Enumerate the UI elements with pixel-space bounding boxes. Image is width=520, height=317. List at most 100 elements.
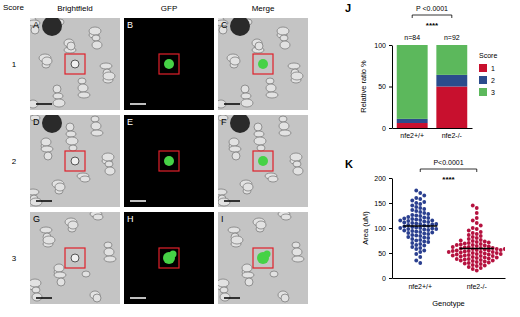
row-label: 3 (12, 254, 17, 263)
image-panel: F (215, 113, 308, 207)
dot (418, 255, 422, 259)
cell (57, 278, 65, 286)
cell (266, 78, 274, 84)
cell (241, 93, 251, 99)
dot (422, 211, 426, 215)
gfp-cell (164, 59, 174, 69)
dot (414, 230, 418, 234)
dot (467, 237, 471, 241)
image-panel: A (28, 16, 120, 110)
dot (414, 189, 418, 193)
axis-title: Area (uM) (361, 211, 370, 245)
dot (410, 199, 414, 203)
dot (475, 216, 479, 220)
highlight-box (159, 54, 179, 74)
dot (467, 229, 471, 233)
dot (398, 219, 402, 223)
axis-title: Relative ratio % (359, 60, 368, 113)
dot (479, 254, 483, 258)
row-head-title: Score (3, 3, 24, 12)
highlight-box (159, 151, 179, 171)
axis: nfe2+/+nfe2-/- (393, 278, 506, 290)
legend-label: 1 (491, 65, 495, 72)
cell (68, 221, 78, 229)
dot (410, 229, 414, 233)
highlight-box (65, 54, 85, 74)
tick: nfe2+/+ (400, 128, 424, 139)
panel-background (218, 115, 308, 207)
tick-label: 0 (382, 125, 386, 132)
panel-letter: F (221, 117, 227, 127)
cell (218, 189, 227, 195)
dot (471, 219, 475, 223)
significance-stars: **** (426, 21, 439, 30)
dot (426, 240, 430, 244)
cell (69, 145, 77, 151)
cell (30, 189, 39, 195)
cell (92, 35, 100, 41)
dot (467, 261, 471, 265)
panel-letter: G (33, 214, 40, 224)
dot (418, 197, 422, 201)
cell (66, 123, 74, 131)
cell (89, 27, 101, 35)
cell (105, 167, 115, 175)
scale-bar (224, 297, 240, 299)
dot (410, 241, 414, 245)
cell (292, 256, 304, 262)
dot (418, 242, 422, 246)
cell (220, 287, 228, 293)
debris (230, 115, 250, 133)
dot (483, 256, 487, 260)
legend-swatch (479, 88, 487, 96)
annotation: n=84 (404, 34, 420, 41)
cell (78, 92, 90, 98)
dot (414, 222, 418, 226)
debris (42, 115, 62, 133)
mean-line (460, 248, 494, 250)
cell (254, 131, 264, 137)
panel-letter: C (221, 20, 228, 30)
dot (467, 233, 471, 237)
tick-label: 150 (374, 200, 386, 207)
panel-background (124, 212, 214, 304)
dot (410, 213, 414, 217)
cell (92, 41, 102, 49)
cell (281, 294, 289, 302)
dot (499, 248, 503, 252)
cell (254, 123, 262, 131)
gfp-cell (258, 59, 268, 69)
tick-label: nfe2-/- (442, 132, 463, 139)
tick: 0 (382, 125, 392, 132)
panel-letter: J (345, 2, 351, 14)
axis-title: Genotype (432, 299, 465, 308)
cell (30, 198, 42, 206)
cell (104, 256, 116, 262)
dot (414, 252, 418, 256)
tick-label: 0 (382, 275, 386, 282)
plot-area (397, 45, 467, 128)
cell (218, 198, 230, 206)
tick-mark (389, 87, 392, 88)
dot (418, 250, 422, 254)
dot (467, 241, 471, 245)
tick-label: 50 (378, 250, 386, 257)
dot (426, 236, 430, 240)
cell (268, 176, 278, 182)
dot (418, 261, 422, 265)
dot (414, 259, 418, 263)
tick-label: nfe2+/+ (408, 283, 432, 290)
axis-line (393, 128, 473, 129)
bar-segment (397, 45, 428, 119)
dot (418, 214, 422, 218)
cell (80, 176, 90, 182)
cell (266, 92, 278, 98)
dot (471, 239, 475, 243)
dot (418, 230, 422, 234)
gfp-cell (164, 156, 174, 166)
tick: 50 (378, 83, 392, 90)
dot (426, 216, 430, 220)
dot (479, 238, 483, 242)
scale-bar (130, 297, 146, 299)
bar-segment (397, 119, 428, 123)
